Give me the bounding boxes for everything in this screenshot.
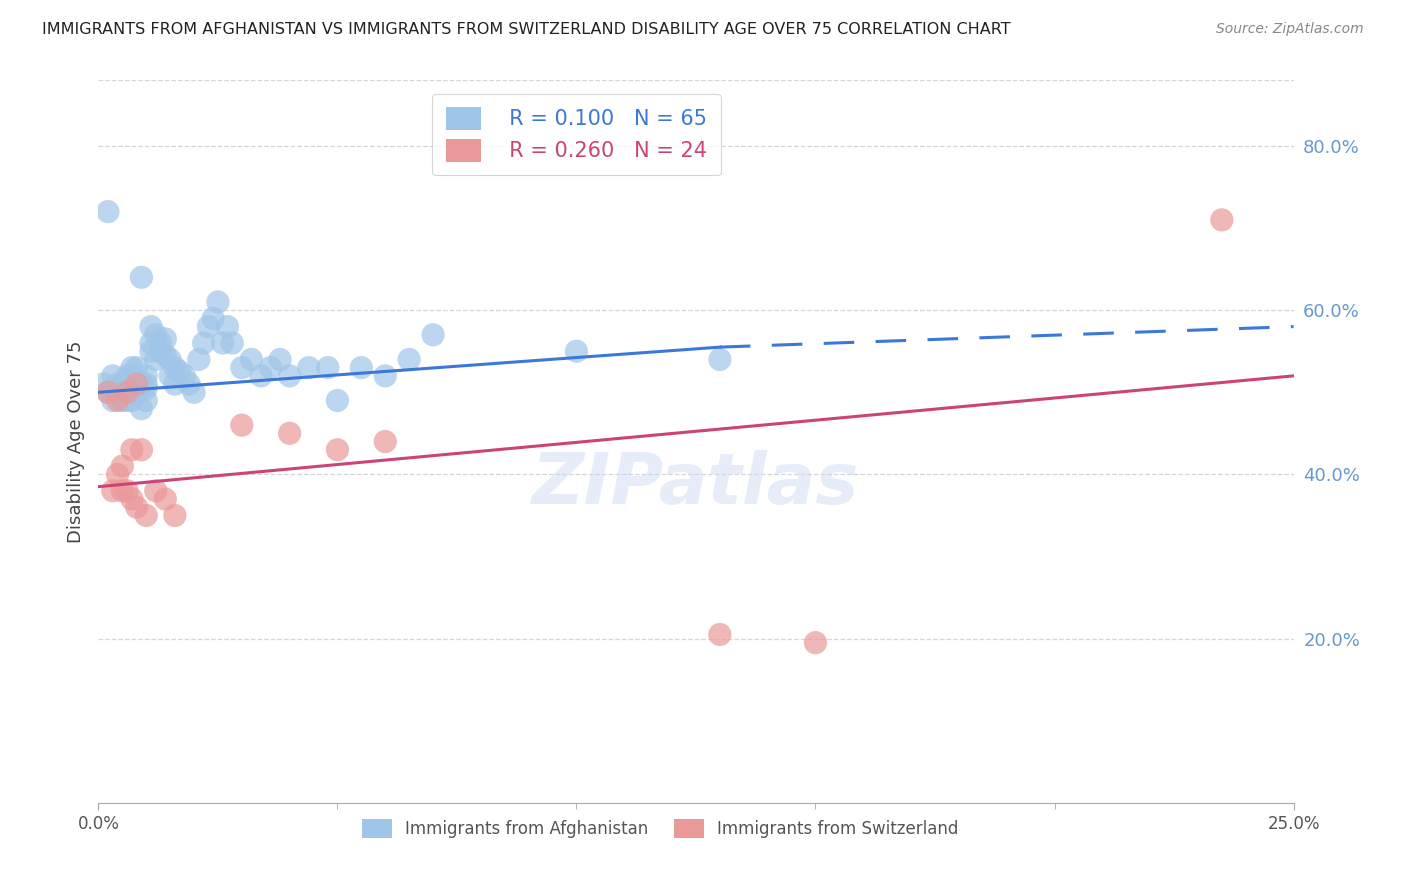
Point xyxy=(374,434,396,449)
Point xyxy=(259,360,281,375)
Legend: Immigrants from Afghanistan, Immigrants from Switzerland: Immigrants from Afghanistan, Immigrants … xyxy=(356,813,965,845)
Point xyxy=(135,393,157,408)
Point xyxy=(326,442,349,457)
Point xyxy=(163,508,186,523)
Point xyxy=(298,360,321,375)
Point xyxy=(111,377,134,392)
Point xyxy=(804,636,827,650)
Point xyxy=(125,377,148,392)
Text: IMMIGRANTS FROM AFGHANISTAN VS IMMIGRANTS FROM SWITZERLAND DISABILITY AGE OVER 7: IMMIGRANTS FROM AFGHANISTAN VS IMMIGRANT… xyxy=(42,22,1011,37)
Point xyxy=(135,368,157,383)
Point xyxy=(155,491,177,506)
Point xyxy=(187,352,209,367)
Point xyxy=(139,336,162,351)
Point xyxy=(115,483,138,498)
Point xyxy=(163,360,186,375)
Point xyxy=(115,385,138,400)
Point xyxy=(111,459,134,474)
Point xyxy=(97,385,120,400)
Point xyxy=(221,336,243,351)
Point xyxy=(1211,212,1233,227)
Point xyxy=(316,360,339,375)
Point xyxy=(101,368,124,383)
Point xyxy=(374,368,396,383)
Point xyxy=(121,360,143,375)
Point xyxy=(101,393,124,408)
Point xyxy=(107,393,129,408)
Point xyxy=(145,352,167,367)
Point xyxy=(169,365,191,379)
Point xyxy=(422,327,444,342)
Point xyxy=(115,393,138,408)
Point xyxy=(159,368,181,383)
Point xyxy=(155,348,177,362)
Point xyxy=(145,327,167,342)
Point xyxy=(173,368,195,383)
Point xyxy=(135,381,157,395)
Point xyxy=(131,377,153,392)
Point xyxy=(183,385,205,400)
Point xyxy=(125,373,148,387)
Point xyxy=(111,381,134,395)
Point xyxy=(125,385,148,400)
Point xyxy=(240,352,263,367)
Point xyxy=(107,377,129,392)
Point xyxy=(278,368,301,383)
Point xyxy=(139,319,162,334)
Point xyxy=(278,426,301,441)
Point xyxy=(197,319,219,334)
Point xyxy=(139,344,162,359)
Point xyxy=(179,377,201,392)
Point xyxy=(231,360,253,375)
Point xyxy=(149,336,172,351)
Point xyxy=(145,483,167,498)
Point xyxy=(121,491,143,506)
Point xyxy=(91,377,114,392)
Point xyxy=(709,352,731,367)
Point xyxy=(565,344,588,359)
Point xyxy=(326,393,349,408)
Point xyxy=(217,319,239,334)
Point xyxy=(135,377,157,392)
Point xyxy=(131,442,153,457)
Point xyxy=(207,295,229,310)
Point xyxy=(111,393,134,408)
Point xyxy=(231,418,253,433)
Point xyxy=(149,344,172,359)
Point xyxy=(101,483,124,498)
Point xyxy=(202,311,225,326)
Point xyxy=(250,368,273,383)
Point xyxy=(121,393,143,408)
Point xyxy=(159,352,181,367)
Text: ZIPatlas: ZIPatlas xyxy=(533,450,859,519)
Point xyxy=(111,483,134,498)
Point xyxy=(107,385,129,400)
Point xyxy=(125,500,148,515)
Point xyxy=(97,385,120,400)
Point xyxy=(269,352,291,367)
Point xyxy=(398,352,420,367)
Point xyxy=(131,270,153,285)
Point xyxy=(121,368,143,383)
Point xyxy=(709,627,731,641)
Point xyxy=(135,508,157,523)
Y-axis label: Disability Age Over 75: Disability Age Over 75 xyxy=(66,340,84,543)
Point xyxy=(155,332,177,346)
Point xyxy=(97,204,120,219)
Text: Source: ZipAtlas.com: Source: ZipAtlas.com xyxy=(1216,22,1364,37)
Point xyxy=(107,467,129,482)
Point xyxy=(115,368,138,383)
Point xyxy=(121,442,143,457)
Point xyxy=(193,336,215,351)
Point xyxy=(131,401,153,416)
Point xyxy=(211,336,233,351)
Point xyxy=(125,360,148,375)
Point xyxy=(163,377,186,392)
Point xyxy=(350,360,373,375)
